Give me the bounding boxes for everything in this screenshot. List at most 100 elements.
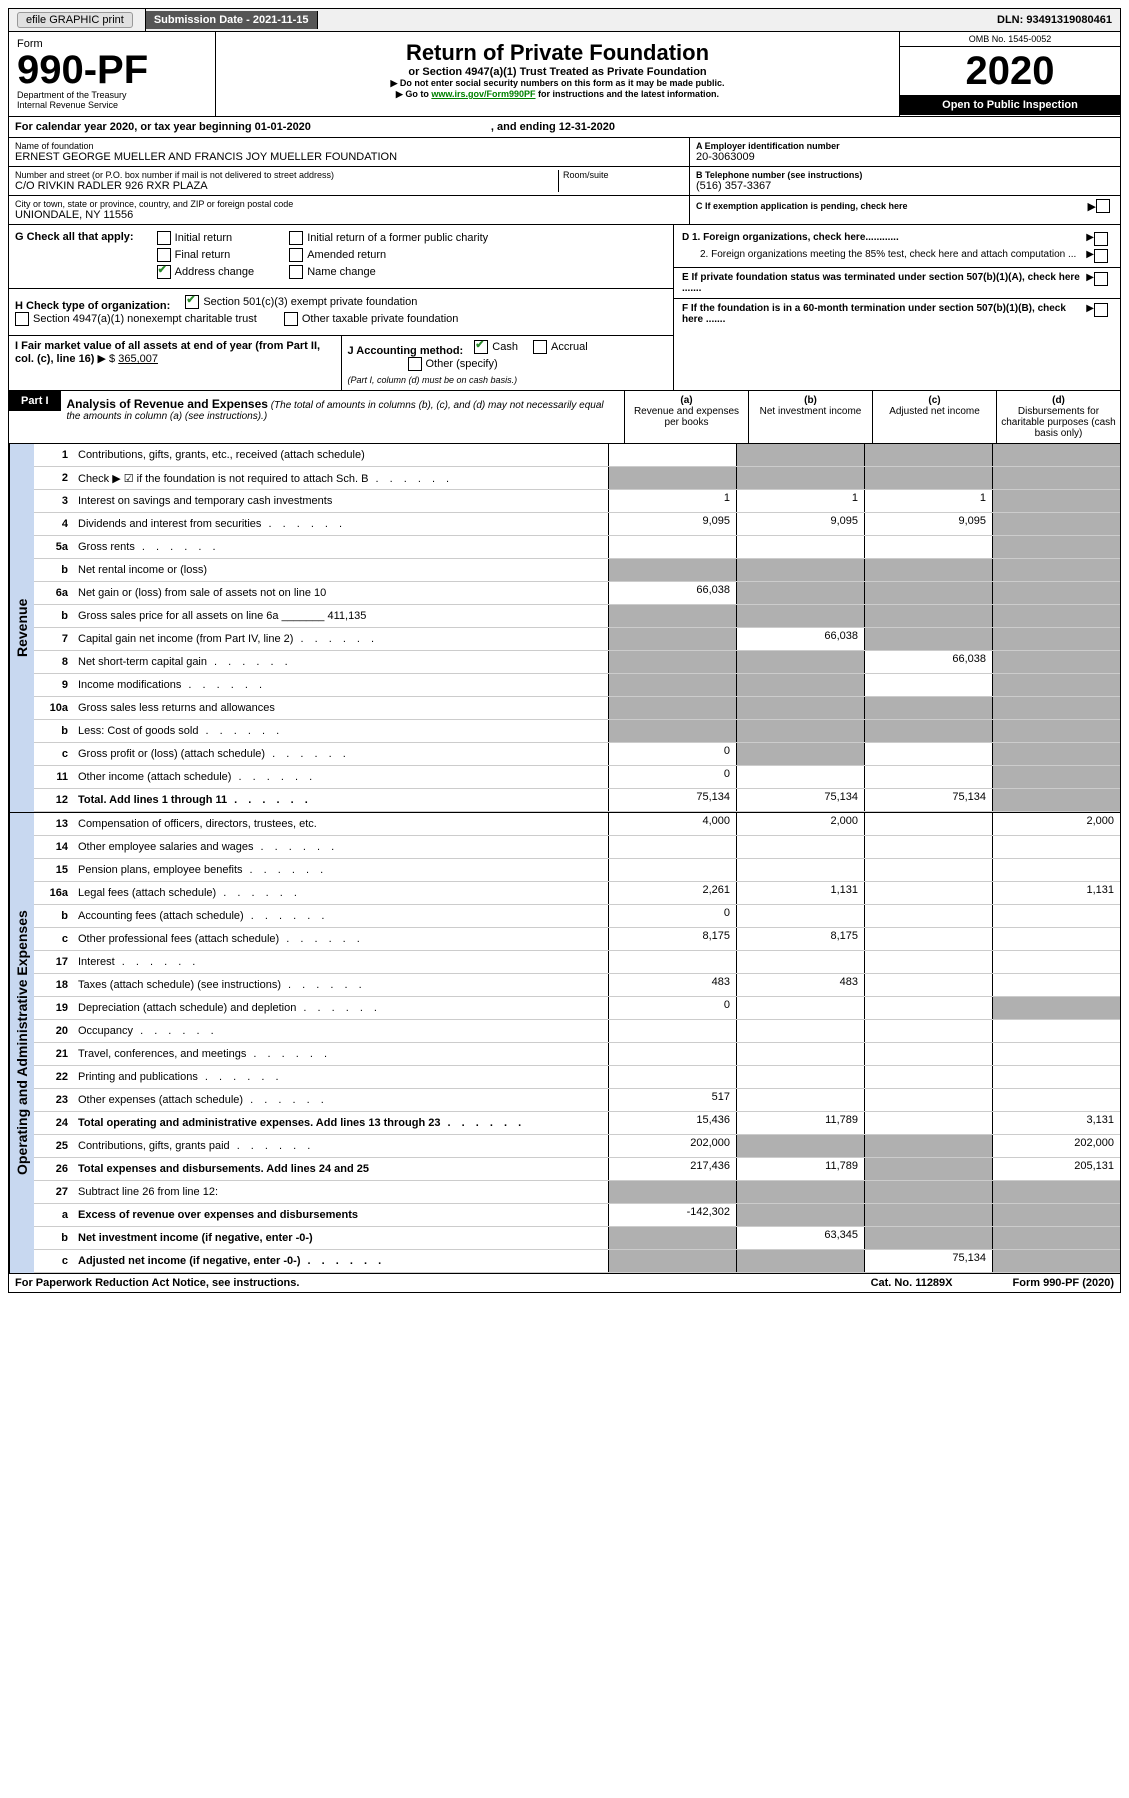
amount-cell xyxy=(736,1181,864,1203)
d1-checkbox[interactable] xyxy=(1094,232,1108,246)
amount-cell xyxy=(992,1020,1120,1042)
note-goto: ▶ Go to www.irs.gov/Form990PF for instru… xyxy=(224,89,891,100)
amount-cell xyxy=(992,928,1120,950)
table-row: aExcess of revenue over expenses and dis… xyxy=(34,1204,1120,1227)
initial-former-checkbox[interactable] xyxy=(289,231,303,245)
amount-cell xyxy=(864,928,992,950)
table-row: 2Check ▶ ☑ if the foundation is not requ… xyxy=(34,467,1120,490)
amount-cell xyxy=(608,444,736,466)
accrual-checkbox[interactable] xyxy=(533,340,547,354)
amount-cell xyxy=(864,997,992,1019)
city-label: City or town, state or province, country… xyxy=(15,199,683,209)
amount-cell: 9,095 xyxy=(864,513,992,535)
tax-year: 2020 xyxy=(900,47,1120,95)
table-row: 14Other employee salaries and wages . . … xyxy=(34,836,1120,859)
F-checkbox[interactable] xyxy=(1094,303,1108,317)
other-method-checkbox[interactable] xyxy=(408,357,422,371)
amount-cell xyxy=(992,766,1120,788)
table-row: 13Compensation of officers, directors, t… xyxy=(34,813,1120,836)
amount-cell xyxy=(736,1089,864,1111)
amount-cell xyxy=(864,951,992,973)
table-row: 1Contributions, gifts, grants, etc., rec… xyxy=(34,444,1120,467)
table-row: cAdjusted net income (if negative, enter… xyxy=(34,1250,1120,1273)
amount-cell xyxy=(992,559,1120,581)
amount-cell: 75,134 xyxy=(608,789,736,811)
instructions-link[interactable]: www.irs.gov/Form990PF xyxy=(431,89,535,99)
D-E-F-block: D 1. Foreign organizations, check here..… xyxy=(674,225,1120,390)
amount-cell: 66,038 xyxy=(864,651,992,673)
form-header: Form 990-PF Department of the Treasury I… xyxy=(8,32,1121,117)
efile-button[interactable]: efile GRAPHIC print xyxy=(17,12,133,28)
amount-cell xyxy=(608,836,736,858)
amount-cell: 2,000 xyxy=(992,813,1120,835)
cash-checkbox[interactable] xyxy=(474,340,488,354)
room-label: Room/suite xyxy=(563,170,683,180)
amount-cell xyxy=(736,859,864,881)
amount-cell xyxy=(608,674,736,696)
amount-cell xyxy=(992,743,1120,765)
4947-checkbox[interactable] xyxy=(15,312,29,326)
name-change-checkbox[interactable] xyxy=(289,265,303,279)
address-change-checkbox[interactable] xyxy=(157,265,171,279)
amount-cell xyxy=(864,605,992,627)
amount-cell xyxy=(736,997,864,1019)
amount-cell xyxy=(608,1181,736,1203)
col-a-header: Revenue and expenses per books xyxy=(634,406,739,428)
amount-cell xyxy=(992,1043,1120,1065)
amount-cell xyxy=(992,836,1120,858)
amount-cell: 66,038 xyxy=(608,582,736,604)
amount-cell xyxy=(864,1204,992,1226)
expenses-section: Operating and Administrative Expenses 13… xyxy=(8,813,1121,1274)
amount-cell xyxy=(736,1204,864,1226)
amount-cell xyxy=(736,697,864,719)
amount-cell xyxy=(864,536,992,558)
amount-cell xyxy=(608,467,736,489)
amount-cell xyxy=(736,766,864,788)
G-row: G Check all that apply: Initial return F… xyxy=(9,225,673,289)
amount-cell xyxy=(992,997,1120,1019)
table-row: 18Taxes (attach schedule) (see instructi… xyxy=(34,974,1120,997)
d2-checkbox[interactable] xyxy=(1094,249,1108,263)
amount-cell xyxy=(864,444,992,466)
table-row: 3Interest on savings and temporary cash … xyxy=(34,490,1120,513)
table-row: 4Dividends and interest from securities … xyxy=(34,513,1120,536)
form-ref: Form 990-PF (2020) xyxy=(1013,1277,1114,1289)
cat-no: Cat. No. 11289X xyxy=(871,1277,953,1289)
amount-cell: 0 xyxy=(608,997,736,1019)
final-return-checkbox[interactable] xyxy=(157,248,171,262)
amount-cell xyxy=(608,536,736,558)
amended-checkbox[interactable] xyxy=(289,248,303,262)
table-row: 19Depreciation (attach schedule) and dep… xyxy=(34,997,1120,1020)
amount-cell xyxy=(992,1227,1120,1249)
exempt-checkbox[interactable] xyxy=(1096,199,1110,213)
other-taxable-checkbox[interactable] xyxy=(284,312,298,326)
table-row: 8Net short-term capital gain . . . . . .… xyxy=(34,651,1120,674)
submission-date: Submission Date - 2021-11-15 xyxy=(146,11,318,29)
amount-cell xyxy=(736,651,864,673)
table-row: bNet investment income (if negative, ent… xyxy=(34,1227,1120,1250)
open-public: Open to Public Inspection xyxy=(900,95,1120,115)
initial-return-checkbox[interactable] xyxy=(157,231,171,245)
amount-cell xyxy=(736,836,864,858)
E-checkbox[interactable] xyxy=(1094,272,1108,286)
amount-cell xyxy=(736,1135,864,1157)
form-number: 990-PF xyxy=(17,50,207,90)
amount-cell xyxy=(864,743,992,765)
table-row: cGross profit or (loss) (attach schedule… xyxy=(34,743,1120,766)
amount-cell: 483 xyxy=(736,974,864,996)
amount-cell xyxy=(864,1135,992,1157)
table-row: bNet rental income or (loss) xyxy=(34,559,1120,582)
amount-cell: 9,095 xyxy=(608,513,736,535)
amount-cell xyxy=(736,1020,864,1042)
table-row: 27Subtract line 26 from line 12: xyxy=(34,1181,1120,1204)
501c3-checkbox[interactable] xyxy=(185,295,199,309)
tel-label: B Telephone number (see instructions) xyxy=(696,170,1114,180)
foundation-name: ERNEST GEORGE MUELLER AND FRANCIS JOY MU… xyxy=(15,151,683,163)
amount-cell xyxy=(864,720,992,742)
amount-cell xyxy=(864,582,992,604)
omb: OMB No. 1545-0052 xyxy=(900,32,1120,47)
amount-cell: 8,175 xyxy=(736,928,864,950)
topbar: efile GRAPHIC print Submission Date - 20… xyxy=(8,8,1121,32)
amount-cell xyxy=(608,1020,736,1042)
amount-cell xyxy=(736,444,864,466)
